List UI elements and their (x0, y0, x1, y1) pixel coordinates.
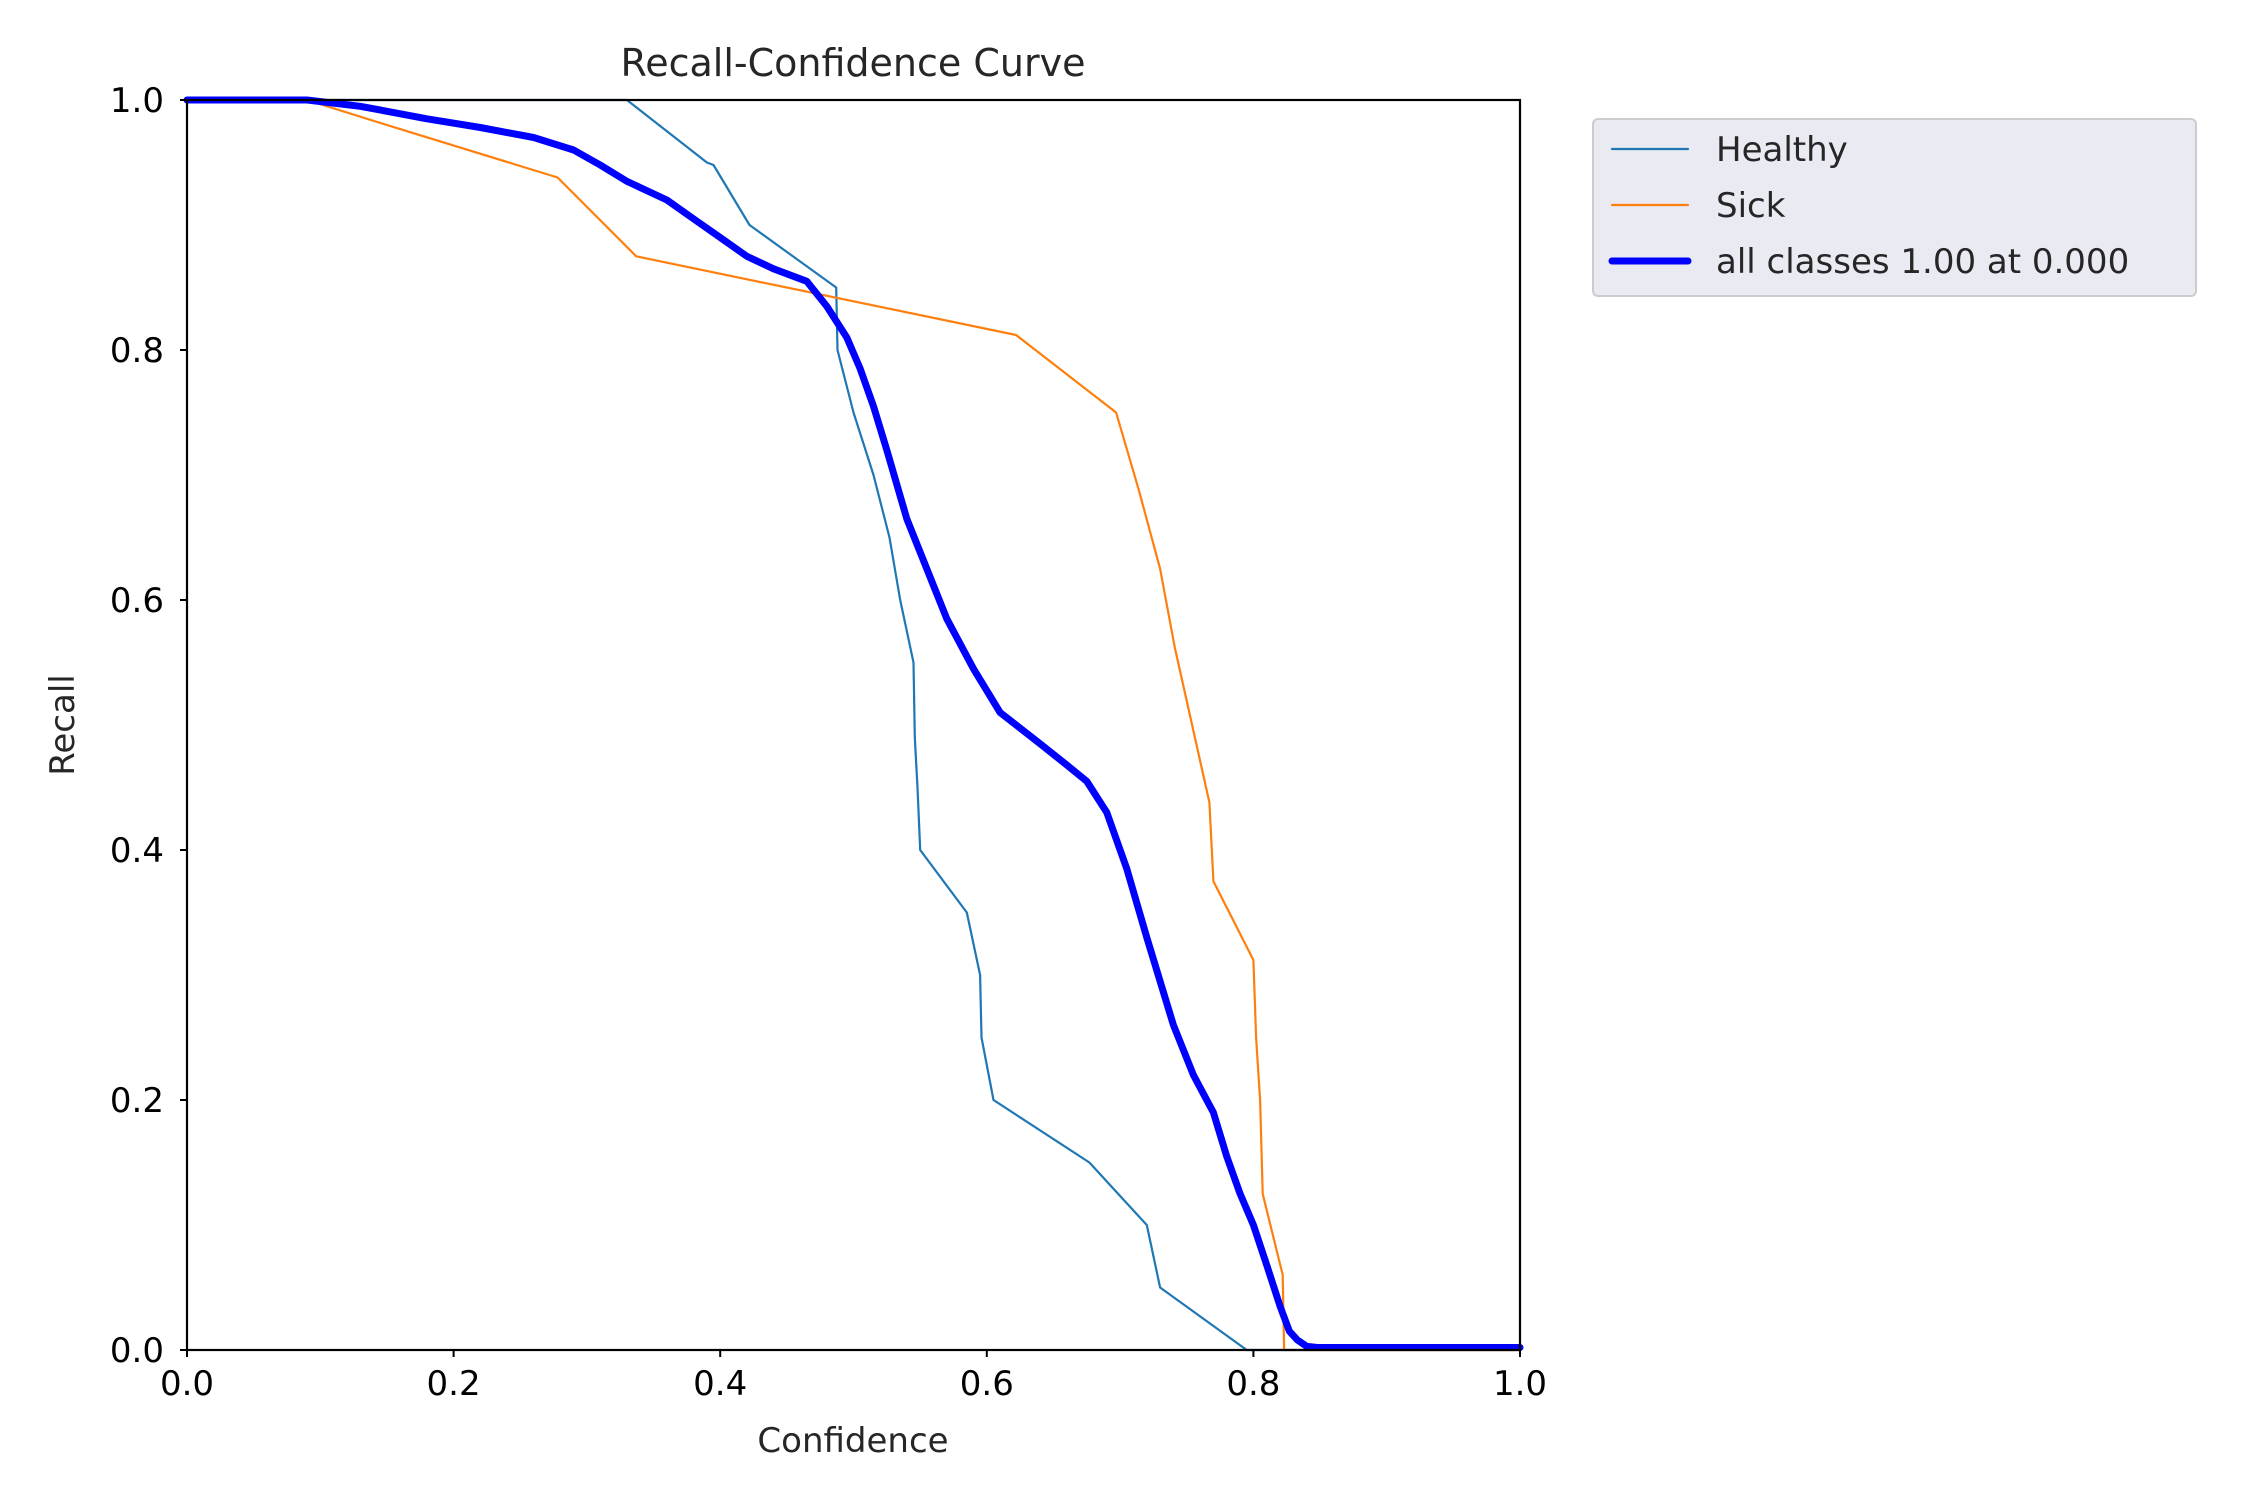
y-tick-label: 0.0 (110, 1331, 164, 1371)
legend-label: Sick (1716, 186, 1786, 226)
x-tick-label: 0.2 (427, 1364, 481, 1404)
y-tick-label: 0.2 (110, 1081, 164, 1121)
series-line-2 (183, 96, 1524, 1351)
series-line-1 (185, 98, 1522, 1352)
x-tick-label: 0.8 (1226, 1364, 1280, 1404)
y-tick-label: 0.4 (110, 831, 164, 871)
x-tick-label: 1.0 (1493, 1364, 1547, 1404)
legend: Healthy Sick all classes 1.00 at 0.000 (1592, 118, 2197, 297)
y-axis-ticks: 0.0 0.2 0.4 0.6 0.8 1.0 (110, 81, 187, 1371)
x-axis-label: Confidence (757, 1421, 948, 1461)
x-tick-label: 0.0 (160, 1364, 214, 1404)
y-tick-label: 0.8 (110, 331, 164, 371)
plot-background (187, 100, 1520, 1350)
x-axis-ticks: 0.0 0.2 0.4 0.6 0.8 1.0 (160, 1350, 1547, 1404)
plot-frame (185, 98, 1522, 1352)
series-line-0 (185, 98, 1522, 1352)
legend-label: Healthy (1716, 130, 1848, 170)
legend-box (1592, 118, 2197, 297)
chart-title: Recall-Confidence Curve (621, 41, 1086, 85)
legend-items: Healthy Sick all classes 1.00 at 0.000 (1608, 130, 2129, 282)
legend-label: all classes 1.00 at 0.000 (1716, 242, 2129, 282)
y-tick-label: 0.6 (110, 581, 164, 621)
x-tick-label: 0.4 (693, 1364, 747, 1404)
y-axis-label: Recall (43, 674, 83, 775)
x-tick-label: 0.6 (960, 1364, 1014, 1404)
series-layer (183, 96, 1524, 1352)
y-tick-label: 1.0 (110, 81, 164, 121)
plot-area (183, 96, 1524, 1352)
